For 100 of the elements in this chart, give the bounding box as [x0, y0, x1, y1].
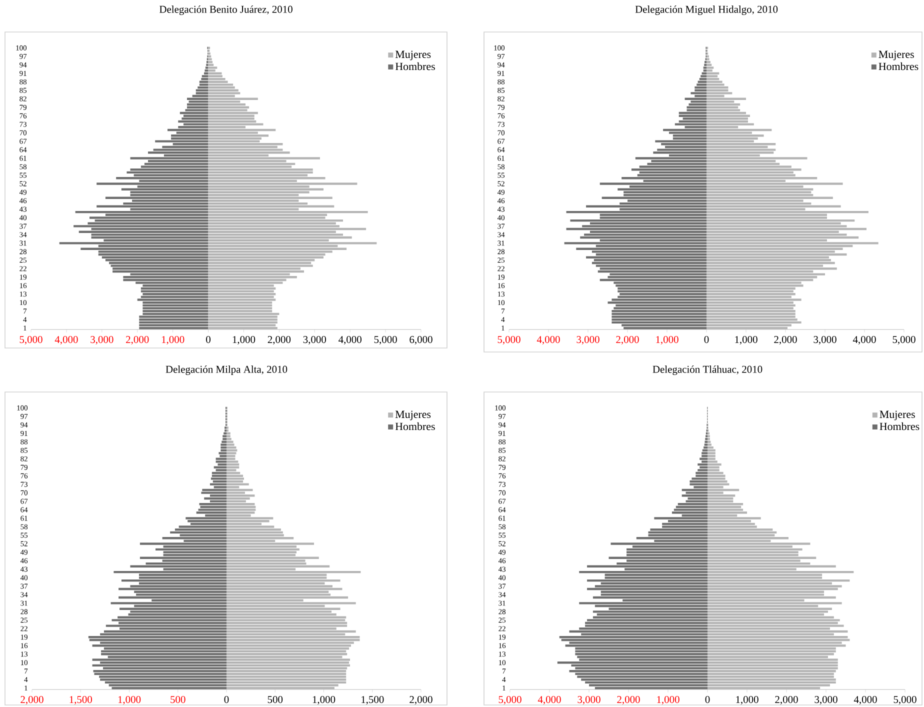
bar — [186, 517, 226, 520]
bar — [204, 497, 226, 500]
bar — [208, 248, 347, 250]
bar — [708, 551, 798, 554]
bar — [226, 438, 232, 440]
bar — [208, 86, 235, 89]
bar — [199, 503, 226, 506]
bar — [706, 268, 837, 270]
bar — [93, 670, 226, 672]
bar — [706, 205, 841, 208]
bar — [708, 460, 718, 463]
bar — [130, 157, 208, 160]
bar — [696, 474, 708, 477]
bar — [575, 650, 708, 652]
bar — [110, 602, 226, 604]
bar — [608, 302, 707, 304]
bar — [708, 670, 836, 672]
bar — [600, 278, 707, 282]
bar — [705, 438, 708, 440]
bar — [648, 531, 708, 534]
bar — [706, 168, 802, 171]
bar — [208, 196, 332, 200]
bar — [708, 466, 720, 468]
bar — [577, 676, 708, 678]
bar — [708, 672, 834, 676]
bar — [208, 312, 280, 316]
bar — [708, 508, 744, 511]
bar — [636, 536, 708, 540]
bar — [226, 653, 348, 656]
bar — [706, 188, 814, 191]
bar — [706, 259, 831, 262]
bar — [682, 118, 707, 120]
bar — [226, 596, 348, 599]
bar — [708, 454, 716, 458]
bar — [653, 152, 707, 154]
bar — [226, 517, 274, 520]
bar — [208, 106, 250, 108]
bar — [208, 324, 276, 326]
x-tick-label: 5,000 — [498, 336, 520, 345]
bar — [706, 304, 796, 307]
bar — [110, 264, 208, 267]
bar — [208, 78, 226, 80]
bar — [700, 466, 708, 468]
bar — [662, 522, 708, 526]
bar — [688, 103, 707, 106]
bar — [708, 565, 836, 568]
bar — [78, 230, 208, 233]
bar — [142, 307, 208, 310]
bar — [226, 667, 348, 670]
bar — [112, 270, 208, 273]
bar — [208, 143, 283, 146]
bar — [208, 66, 218, 69]
bar — [589, 684, 708, 686]
bar — [708, 528, 773, 531]
bar — [706, 58, 710, 60]
bar — [706, 316, 796, 318]
x-tick-label: 1,000 — [657, 696, 680, 705]
bar — [140, 290, 208, 292]
bar — [142, 312, 208, 316]
bar — [178, 526, 226, 528]
bar — [708, 664, 838, 667]
legend-label: Hombres — [395, 62, 435, 70]
bar — [208, 112, 258, 114]
bar — [700, 75, 707, 78]
bar — [631, 168, 707, 171]
bar — [706, 326, 788, 330]
bar — [226, 432, 230, 434]
bar — [706, 321, 802, 324]
bar — [708, 522, 755, 526]
bar — [592, 262, 707, 264]
bar — [706, 262, 835, 264]
bar — [708, 624, 844, 627]
bar — [708, 444, 712, 446]
x-tick-label: 3,000 — [303, 336, 326, 345]
bar — [706, 307, 794, 310]
bar — [142, 310, 208, 312]
bar — [682, 494, 708, 497]
bar — [208, 302, 272, 304]
x-tick-label: 4,000 — [54, 336, 78, 345]
chart-title: Delegación Tláhuac, 2010 — [652, 365, 762, 375]
bar — [178, 120, 208, 123]
bar — [208, 242, 377, 244]
bar — [704, 446, 708, 449]
bar — [708, 472, 724, 474]
bar — [212, 472, 226, 474]
bar — [196, 92, 208, 94]
bar — [657, 148, 707, 151]
bar — [204, 69, 208, 72]
bar — [208, 152, 290, 154]
bar — [564, 242, 707, 244]
bar — [226, 542, 314, 545]
bar — [208, 282, 283, 284]
bar — [105, 259, 208, 262]
bar — [80, 248, 208, 250]
bar — [706, 293, 796, 296]
x-tick-label: 500 — [170, 696, 186, 704]
bar — [612, 312, 707, 316]
bar — [226, 579, 340, 582]
bar — [140, 542, 226, 545]
bar — [226, 483, 249, 486]
